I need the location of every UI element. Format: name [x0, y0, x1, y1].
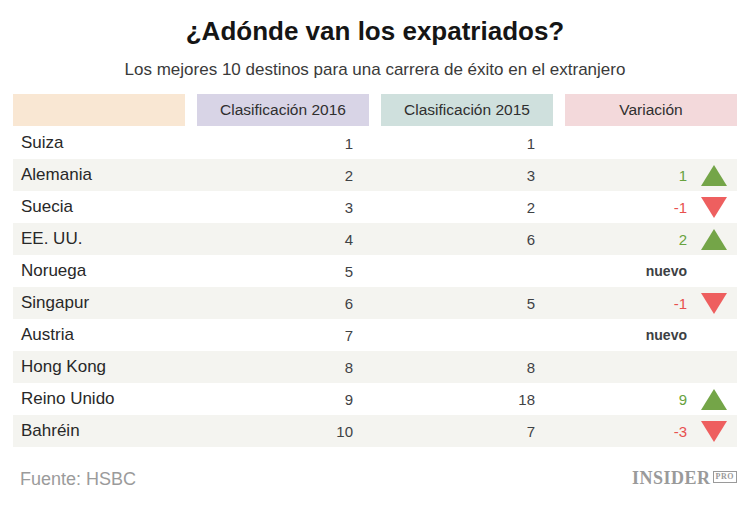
up-arrow-icon [701, 165, 727, 186]
variation-cell: 1 [553, 165, 737, 186]
variation-value: 1 [679, 167, 687, 184]
variation-value: 9 [679, 391, 687, 408]
country-name: Austria [13, 325, 185, 345]
arrow-placeholder [701, 357, 727, 378]
variation-cell [553, 133, 737, 154]
table-row: Austria7 nuevo [13, 319, 737, 351]
variation-value: -1 [674, 199, 687, 216]
variation-cell: 9 [553, 389, 737, 410]
chart-subtitle: Los mejores 10 destinos para una carrera… [0, 59, 750, 81]
variation-cell: 2 [553, 229, 737, 250]
insider-pro-logo: INSIDER PRO [632, 469, 737, 486]
variation-cell [553, 357, 737, 378]
rank-2015-value: 1 [369, 135, 553, 152]
variation-cell: -3 [553, 421, 737, 442]
rank-2016-value: 9 [185, 391, 369, 408]
rank-2015-value: 3 [369, 167, 553, 184]
column-header-rank-2015: Clasificación 2015 [381, 94, 553, 126]
table-body: Suiza11Alemania231Suecia32-1EE. UU.462No… [13, 127, 737, 447]
arrow-placeholder [701, 133, 727, 154]
table-row: Hong Kong88 [13, 351, 737, 383]
down-arrow-icon [701, 421, 727, 442]
country-name: Reino Unido [13, 389, 185, 409]
table-header-row: Clasificación 2016 Clasificación 2015 Vari… [13, 94, 737, 126]
rank-2016-value: 3 [185, 199, 369, 216]
down-arrow-icon [701, 197, 727, 218]
variation-cell: -1 [553, 197, 737, 218]
country-name: Alemania [13, 165, 185, 185]
rank-2015-value: 2 [369, 199, 553, 216]
variation-cell: nuevo [553, 261, 737, 282]
table-row: Alemania23 1 [13, 159, 737, 191]
rank-2015-value: 5 [369, 295, 553, 312]
country-name: Noruega [13, 261, 185, 281]
country-name: EE. UU. [13, 229, 185, 249]
table-row: Bahréin107 -3 [13, 415, 737, 447]
table-row: Reino Unido9189 [13, 383, 737, 415]
infographic: ¿Adónde van los expatriados? Los mejores… [0, 0, 750, 510]
rank-2015-value: 7 [369, 423, 553, 440]
rank-2016-value: 1 [185, 135, 369, 152]
country-name: Suecia [13, 197, 185, 217]
rank-2016-value: 4 [185, 231, 369, 248]
variation-new-label: nuevo [646, 263, 687, 279]
footer: Fuente: HSBC INSIDER PRO [13, 469, 737, 490]
variation-new-label: nuevo [646, 327, 687, 343]
ranking-table: Clasificación 2016 Clasificación 2015 Vari… [13, 94, 737, 447]
logo-wordmark: INSIDER [632, 470, 711, 486]
logo-pro-badge: PRO [713, 471, 737, 483]
up-arrow-icon [701, 229, 727, 250]
rank-2016-value: 8 [185, 359, 369, 376]
variation-value: 2 [679, 231, 687, 248]
table-row: EE. UU.46 2 [13, 223, 737, 255]
down-arrow-icon [701, 293, 727, 314]
column-header-rank-2016: Clasificación 2016 [197, 94, 369, 126]
arrow-placeholder [701, 261, 727, 282]
variation-cell: nuevo [553, 325, 737, 346]
arrow-placeholder [701, 325, 727, 346]
country-name: Suiza [13, 133, 185, 153]
table-row: Suecia32 -1 [13, 191, 737, 223]
rank-2015-value: 8 [369, 359, 553, 376]
table-row: Singapur65 -1 [13, 287, 737, 319]
table-row: Suiza11 [13, 127, 737, 159]
variation-value: -3 [674, 423, 687, 440]
chart-title: ¿Adónde van los expatriados? [0, 16, 750, 46]
column-header-variation: Variación [565, 94, 737, 126]
rank-2016-value: 2 [185, 167, 369, 184]
rank-2015-value: 18 [369, 391, 553, 408]
table-row: Noruega5 nuevo [13, 255, 737, 287]
source-label: Fuente: HSBC [13, 469, 136, 490]
rank-2016-value: 5 [185, 263, 369, 280]
country-name: Singapur [13, 293, 185, 313]
rank-2016-value: 7 [185, 327, 369, 344]
country-name: Bahréin [13, 421, 185, 441]
rank-2015-value: 6 [369, 231, 553, 248]
variation-value: -1 [674, 295, 687, 312]
up-arrow-icon [701, 389, 727, 410]
country-name: Hong Kong [13, 357, 185, 377]
rank-2016-value: 6 [185, 295, 369, 312]
column-header-country [13, 94, 185, 126]
variation-cell: -1 [553, 293, 737, 314]
rank-2016-value: 10 [185, 423, 369, 440]
